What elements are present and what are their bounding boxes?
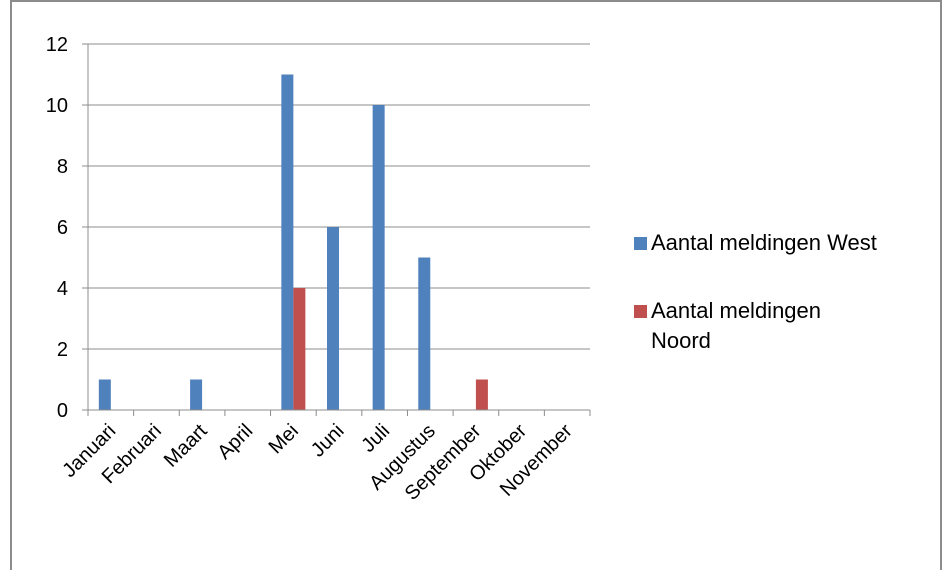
y-tick-label: 6 [57, 217, 68, 239]
legend-label-noord: Aantal meldingen Noord [651, 298, 822, 353]
bar-west [98, 379, 111, 410]
bar-west [327, 227, 339, 410]
legend-swatch-noord [634, 305, 647, 318]
bars [98, 74, 488, 410]
x-tick-label: Juli [357, 420, 394, 457]
legend-item-noord: Aantal meldingen Noord [634, 296, 934, 356]
bar-noord [293, 288, 306, 410]
y-tick-label: 4 [57, 278, 68, 300]
x-tick-label: Maart [160, 420, 212, 472]
y-tick-label: 0 [57, 400, 68, 422]
y-tick-label: 2 [57, 339, 68, 361]
bar-west [418, 257, 431, 410]
bar-west [190, 379, 203, 410]
chart-frame [10, 0, 942, 570]
legend-item-west: Aantal meldingen West [634, 228, 934, 258]
y-tick-label: 10 [46, 95, 68, 117]
bar-noord [475, 379, 488, 410]
legend-swatch-west [634, 237, 647, 250]
legend: Aantal meldingen West Aantal meldingen N… [634, 228, 934, 394]
y-tick-label: 12 [46, 34, 68, 56]
legend-label-west: Aantal meldingen West [651, 230, 877, 255]
bar-west [372, 105, 385, 410]
x-tick-label: Mei [265, 420, 303, 458]
axes [82, 43, 591, 416]
y-tick-label: 8 [57, 156, 68, 178]
bar-west [281, 74, 294, 410]
x-tick-label: April [213, 420, 257, 464]
x-tick-label: Juni [307, 420, 349, 462]
